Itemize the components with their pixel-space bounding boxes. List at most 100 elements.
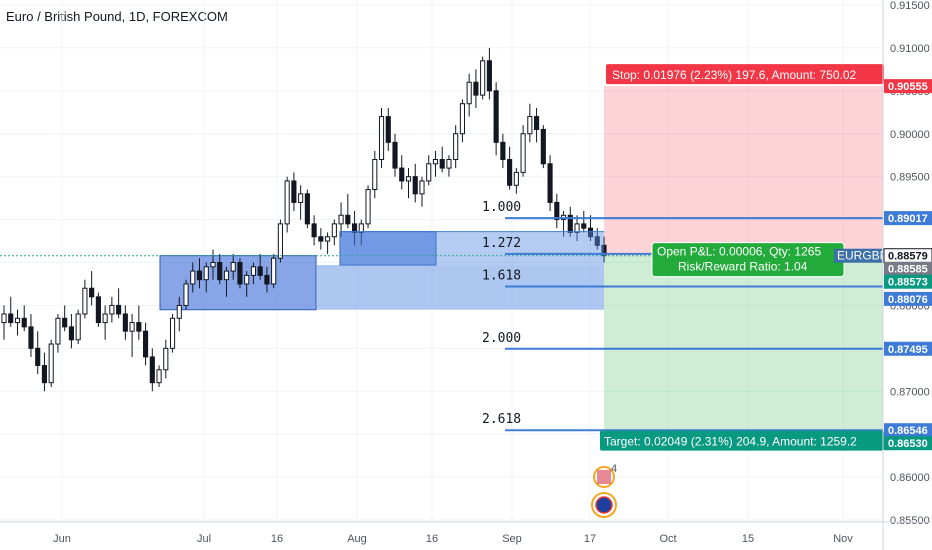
candle-body xyxy=(331,223,337,238)
price-label: 0.88573 xyxy=(888,277,928,289)
candle-body xyxy=(405,176,412,182)
candle-body xyxy=(55,317,61,345)
price-label-bg xyxy=(884,211,932,226)
price-label: 0.87495 xyxy=(888,344,928,356)
candle-body xyxy=(277,223,283,259)
x-tick-label: Jul xyxy=(197,533,211,545)
candle-body xyxy=(527,116,533,135)
fib-band xyxy=(340,231,604,266)
chart-title: Euro / British Pound, 1D, FOREXCOM xyxy=(6,9,228,24)
candle-body xyxy=(338,214,344,225)
candle-body xyxy=(102,313,108,324)
candle-body xyxy=(426,163,432,182)
consolidation-zone xyxy=(339,231,437,266)
stop-zone[interactable] xyxy=(604,86,883,256)
fib-level-label: 2.000 xyxy=(482,331,521,346)
target-zone[interactable] xyxy=(604,255,883,432)
candle-body xyxy=(372,159,378,191)
candle-body xyxy=(217,262,223,281)
position-tool[interactable] xyxy=(604,86,883,432)
candle-body xyxy=(513,171,519,186)
y-tick-label: 0.87000 xyxy=(890,386,930,398)
candle-body xyxy=(223,270,230,281)
candle-body xyxy=(143,330,149,358)
candle-body xyxy=(574,223,580,233)
candle-body xyxy=(466,81,472,105)
fib-level-label: 1.272 xyxy=(482,236,521,251)
candle-body xyxy=(486,60,492,92)
candle-body xyxy=(446,159,452,169)
symbol-tag-bg xyxy=(834,248,882,263)
price-label: 0.88076 xyxy=(888,294,928,306)
gbp-event-icon[interactable]: 4 xyxy=(593,463,617,488)
x-tick-label: Jun xyxy=(53,533,71,545)
y-tick-label: 0.90000 xyxy=(890,129,930,141)
x-tick-label: Sep xyxy=(502,533,522,545)
candle-body xyxy=(540,128,546,165)
candles xyxy=(1,47,607,392)
candle-body xyxy=(1,313,7,324)
candle-body xyxy=(75,313,81,341)
candle-body xyxy=(230,262,236,272)
candle-body xyxy=(163,347,169,371)
candle-body xyxy=(257,266,263,276)
candle-body xyxy=(68,326,74,341)
candle-body xyxy=(453,133,459,160)
price-label-bg xyxy=(884,79,932,94)
candle-body xyxy=(412,176,418,195)
candle-body xyxy=(129,322,135,332)
fib-level-label: 1.618 xyxy=(482,269,521,284)
candle-body xyxy=(439,159,445,169)
candle-body xyxy=(62,317,68,328)
candle-body xyxy=(203,266,209,281)
stop-label: Stop: 0.01976 (2.23%) 197.6, Amount: 750… xyxy=(612,68,857,82)
eur-event-icon[interactable] xyxy=(591,492,617,518)
candle-body xyxy=(581,223,587,229)
candle-body xyxy=(419,180,425,195)
candle-body xyxy=(250,266,257,276)
candle-body xyxy=(345,214,351,225)
candle-body xyxy=(325,236,331,242)
y-tick-label: 0.86000 xyxy=(890,472,930,484)
price-label-bg xyxy=(884,261,932,276)
y-tick-label: 0.91000 xyxy=(890,43,930,55)
candle-body xyxy=(196,270,203,281)
eu-flag-icon xyxy=(595,496,613,514)
candle-body xyxy=(507,159,513,186)
candle-body xyxy=(244,274,250,285)
price-label: 0.86530 xyxy=(888,438,928,450)
candle-body xyxy=(95,296,101,324)
y-tick-label: 0.91500 xyxy=(890,0,930,12)
rr-label: Risk/Reward Ratio: 1.04 xyxy=(678,260,808,274)
candle-body xyxy=(48,343,54,384)
price-label: 0.90555 xyxy=(888,81,928,93)
candle-body xyxy=(284,180,290,225)
candle-body xyxy=(35,347,41,367)
price-label-bg xyxy=(884,341,932,356)
candle-body xyxy=(264,274,270,285)
x-tick-label: 16 xyxy=(271,533,283,545)
x-tick-label: 16 xyxy=(426,533,438,545)
candle-body xyxy=(534,116,540,130)
candle-body xyxy=(28,326,34,349)
pnl-label: Open P&L: 0.00006, Qty: 1265 xyxy=(657,245,821,259)
candle-body xyxy=(378,116,385,161)
x-tick-label: Oct xyxy=(659,533,676,545)
price-label-bg xyxy=(884,423,932,438)
candle-body xyxy=(149,356,155,384)
economic-events[interactable]: 4 xyxy=(591,463,617,518)
price-label: 0.88585 xyxy=(888,264,928,276)
candle-body xyxy=(480,60,486,96)
target-label: Target: 0.02049 (2.31%) 204.9, Amount: 1… xyxy=(604,435,857,449)
symbol-tag: EURGBP xyxy=(837,249,888,263)
candle-body xyxy=(291,180,297,203)
candle-body xyxy=(169,317,176,349)
price-label-bg xyxy=(884,274,932,289)
candle-body xyxy=(82,287,88,315)
y-tick-label: 0.89500 xyxy=(890,172,930,184)
price-label-bg xyxy=(884,436,932,451)
candle-body xyxy=(392,141,398,169)
event-count: 4 xyxy=(611,463,617,475)
x-tick-label: Aug xyxy=(347,533,367,545)
